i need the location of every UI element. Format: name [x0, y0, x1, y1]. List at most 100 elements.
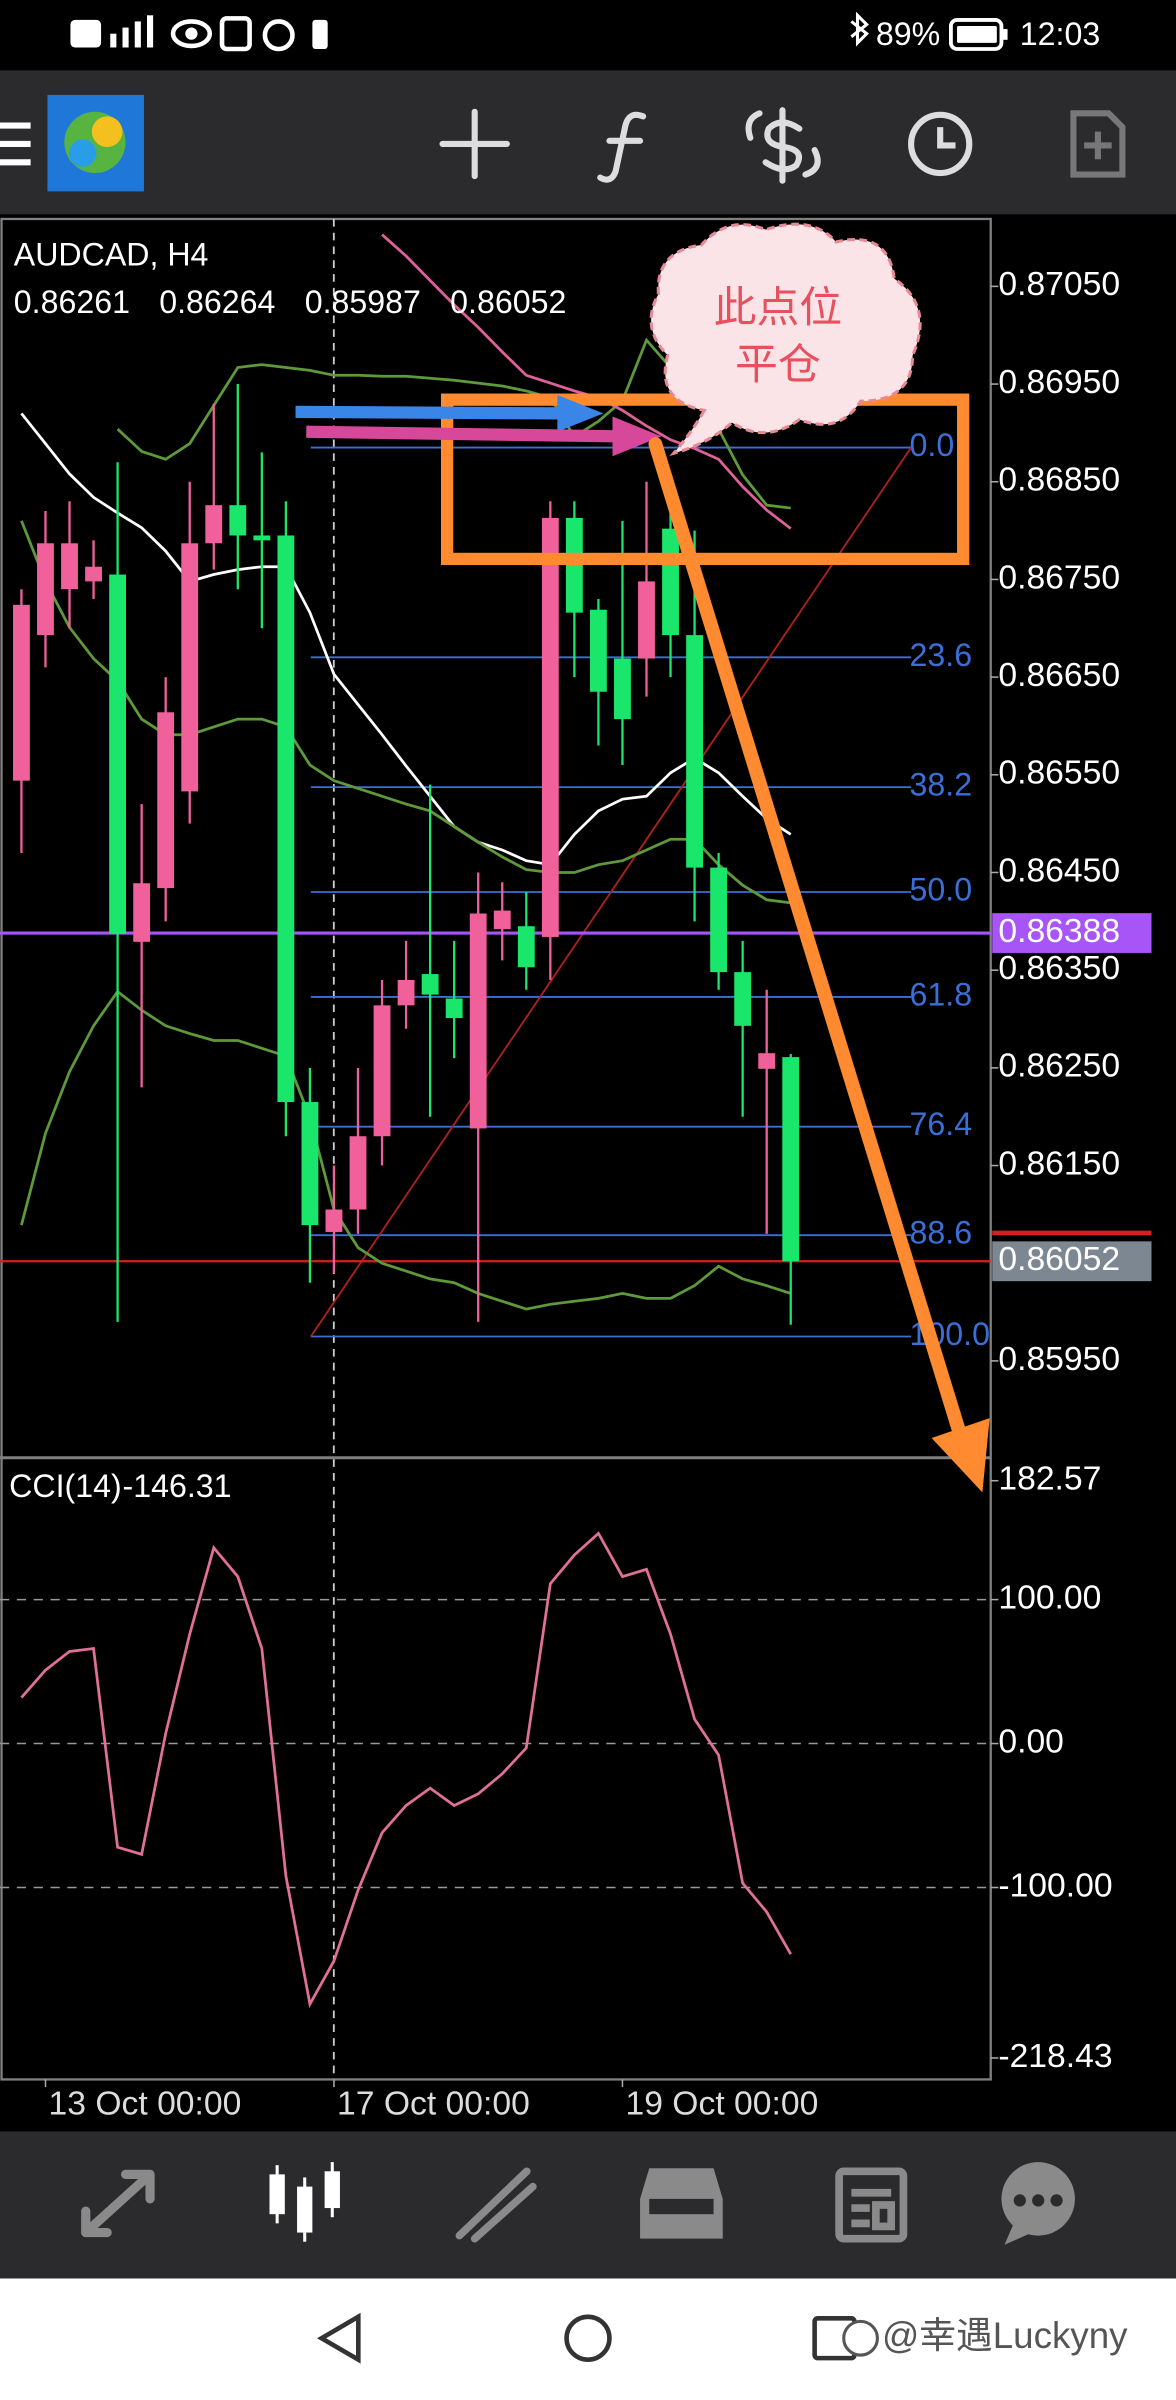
bluetooth-icon — [850, 11, 869, 47]
candle-body — [517, 926, 535, 968]
candle-body — [758, 1053, 776, 1069]
candle-body — [373, 1005, 391, 1137]
candle-body — [782, 1057, 800, 1262]
fib-label: 88.6 — [910, 1215, 973, 1251]
clock-text: 12:03 — [1020, 16, 1100, 52]
price-tag — [992, 913, 1152, 953]
candle-body — [133, 883, 151, 942]
y-tick-label: 0.86750 — [998, 559, 1120, 596]
candle-body — [686, 635, 703, 868]
fib-label: 50.0 — [910, 872, 973, 908]
candle-body — [229, 505, 247, 536]
candle-body — [109, 574, 127, 935]
watermark-icon — [842, 2319, 879, 2357]
nav-trade[interactable] — [455, 2167, 537, 2243]
y-tick-label: 0.86650 — [998, 657, 1120, 694]
y-tick-label: 0.86950 — [998, 364, 1120, 401]
watermark: @幸遇Luckyny — [882, 2315, 1128, 2356]
y-tick-label: 0.86250 — [998, 1048, 1120, 1085]
pink-arrow-head — [612, 416, 662, 457]
ohlc-high: 0.86264 — [159, 284, 275, 320]
battery-tip — [1002, 29, 1008, 40]
x-tick-label: 19 Oct 00:00 — [626, 2085, 819, 2122]
pink-arrow — [306, 425, 621, 443]
cci-value: -146.31 — [123, 1468, 232, 1504]
candle-body — [61, 543, 78, 590]
nav-quotes[interactable] — [81, 2169, 155, 2238]
candle-body — [445, 998, 463, 1019]
status-icons — [70, 11, 869, 52]
y-tick-label: 0.85950 — [998, 1341, 1120, 1378]
nav-news[interactable] — [835, 2167, 908, 2243]
y-tick-label: 100.00 — [998, 1579, 1101, 1616]
back-button[interactable] — [317, 2312, 361, 2364]
crosshair-button[interactable] — [439, 108, 510, 180]
candle-body — [349, 1136, 367, 1210]
system-nav — [0, 2278, 1176, 2400]
ohlc-open: 0.86261 — [14, 284, 130, 320]
signal-icon — [122, 27, 129, 48]
symbol-title: AUDCAD, H4 — [14, 237, 209, 273]
fib-label: 76.4 — [910, 1106, 973, 1142]
blue-arrow-head — [557, 395, 604, 432]
candle-body — [662, 528, 679, 636]
candle-body — [541, 517, 559, 937]
y-tick-label: -218.43 — [998, 2038, 1112, 2075]
y-tick-label: 0.87050 — [998, 266, 1120, 303]
nfc-icon — [219, 16, 252, 52]
fib-label: 0.0 — [910, 427, 955, 463]
orange-arrow — [648, 437, 969, 1447]
fib-trendline — [310, 447, 912, 1337]
candle-body — [301, 1102, 319, 1226]
app-logo[interactable] — [47, 94, 144, 192]
chart-background — [0, 214, 1176, 2132]
fib-label: 61.8 — [910, 976, 973, 1012]
indicator-line — [20, 520, 791, 905]
app-bar — [0, 70, 1176, 215]
axes: 0.87050 0.86950 0.86850 0.86750 0.86650 0.865… — [44, 266, 1152, 2122]
y-tick-label: 0.00 — [998, 1723, 1064, 1760]
candle-body — [565, 517, 583, 613]
menu-button[interactable] — [0, 122, 31, 166]
candle-body — [589, 609, 607, 692]
candle-body — [710, 867, 728, 973]
cci-plot — [0, 1531, 991, 2009]
nav-chart[interactable] — [269, 2162, 340, 2242]
x-tick-label: 17 Oct 00:00 — [337, 2085, 530, 2122]
history-button[interactable] — [908, 111, 973, 177]
price-tag-label: 0.86388 — [998, 913, 1120, 950]
bid-tag-label: 0.86052 — [998, 1241, 1120, 1278]
fib-label: 23.6 — [910, 637, 973, 673]
candle-body — [734, 972, 752, 1026]
new-order-button[interactable] — [1070, 110, 1126, 178]
home-button[interactable] — [564, 2314, 612, 2362]
battery-level — [957, 26, 997, 43]
y-tick-label: 0.86450 — [998, 852, 1120, 889]
battery-icon — [948, 17, 1004, 51]
candle-body — [397, 979, 415, 1006]
candle-body — [253, 535, 271, 541]
sim-icon — [312, 19, 328, 49]
trade-button[interactable] — [745, 107, 821, 184]
nav-history[interactable] — [640, 2168, 723, 2239]
y-tick-label: 0.86850 — [998, 462, 1120, 499]
ohlc-close: 0.86052 — [450, 284, 566, 320]
signal-icon — [147, 15, 154, 48]
candle-body — [277, 535, 295, 1103]
y-tick-label: -100.00 — [998, 1867, 1112, 1904]
candle-body — [37, 543, 54, 636]
indicator-line — [20, 1531, 792, 2009]
ohlc-low: 0.85987 — [305, 284, 421, 320]
battery-text: 89% — [876, 16, 940, 52]
y-tick-label: 0.86350 — [998, 950, 1120, 987]
indicators-button[interactable] — [597, 111, 647, 183]
cci-title: CCI(14) — [9, 1468, 122, 1504]
signal-icon — [110, 33, 117, 48]
nav-chat[interactable] — [1001, 2162, 1075, 2245]
indicator-line — [20, 989, 792, 1311]
orange-arrow-head — [931, 1418, 990, 1493]
callout-text: 此点位 — [714, 284, 843, 332]
